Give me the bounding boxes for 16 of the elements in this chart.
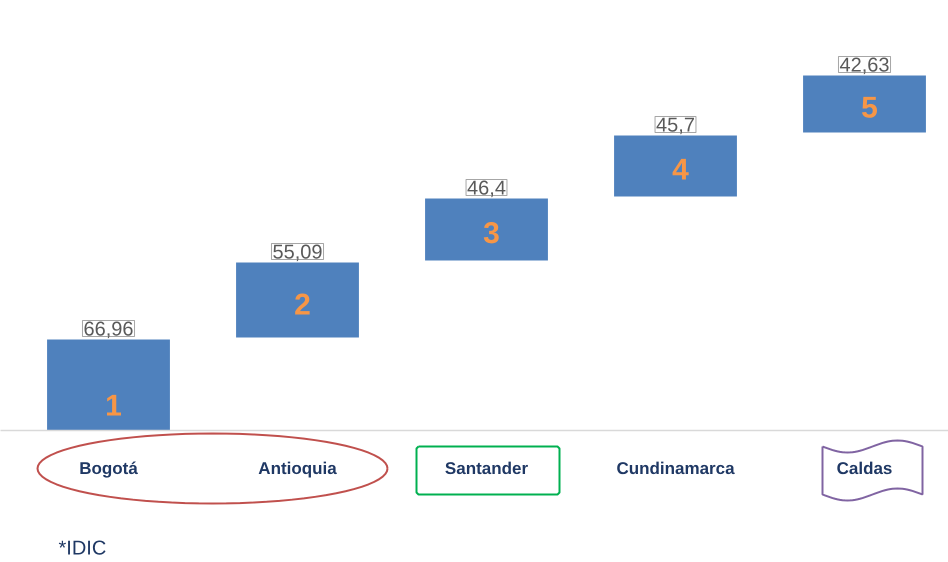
category-label: Caldas [836, 459, 892, 478]
category-label: Bogotá [79, 459, 138, 478]
text: 5 [861, 91, 878, 124]
text: 2 [294, 288, 311, 322]
data-label: 46,4 [467, 178, 506, 200]
data-label: 55,09 [272, 242, 323, 264]
text: 1 [105, 390, 122, 423]
data-label: 45,7 [656, 114, 695, 136]
text: 3 [483, 217, 500, 250]
text: *IDIC [58, 538, 106, 560]
data-label: 66,96 [83, 318, 134, 340]
category-label: Cundinamarca [616, 459, 736, 478]
text: 4 [672, 154, 690, 187]
category-label: Santander [444, 459, 528, 478]
data-label: 42,63 [839, 54, 890, 76]
category-label: Antioquia [258, 459, 338, 478]
